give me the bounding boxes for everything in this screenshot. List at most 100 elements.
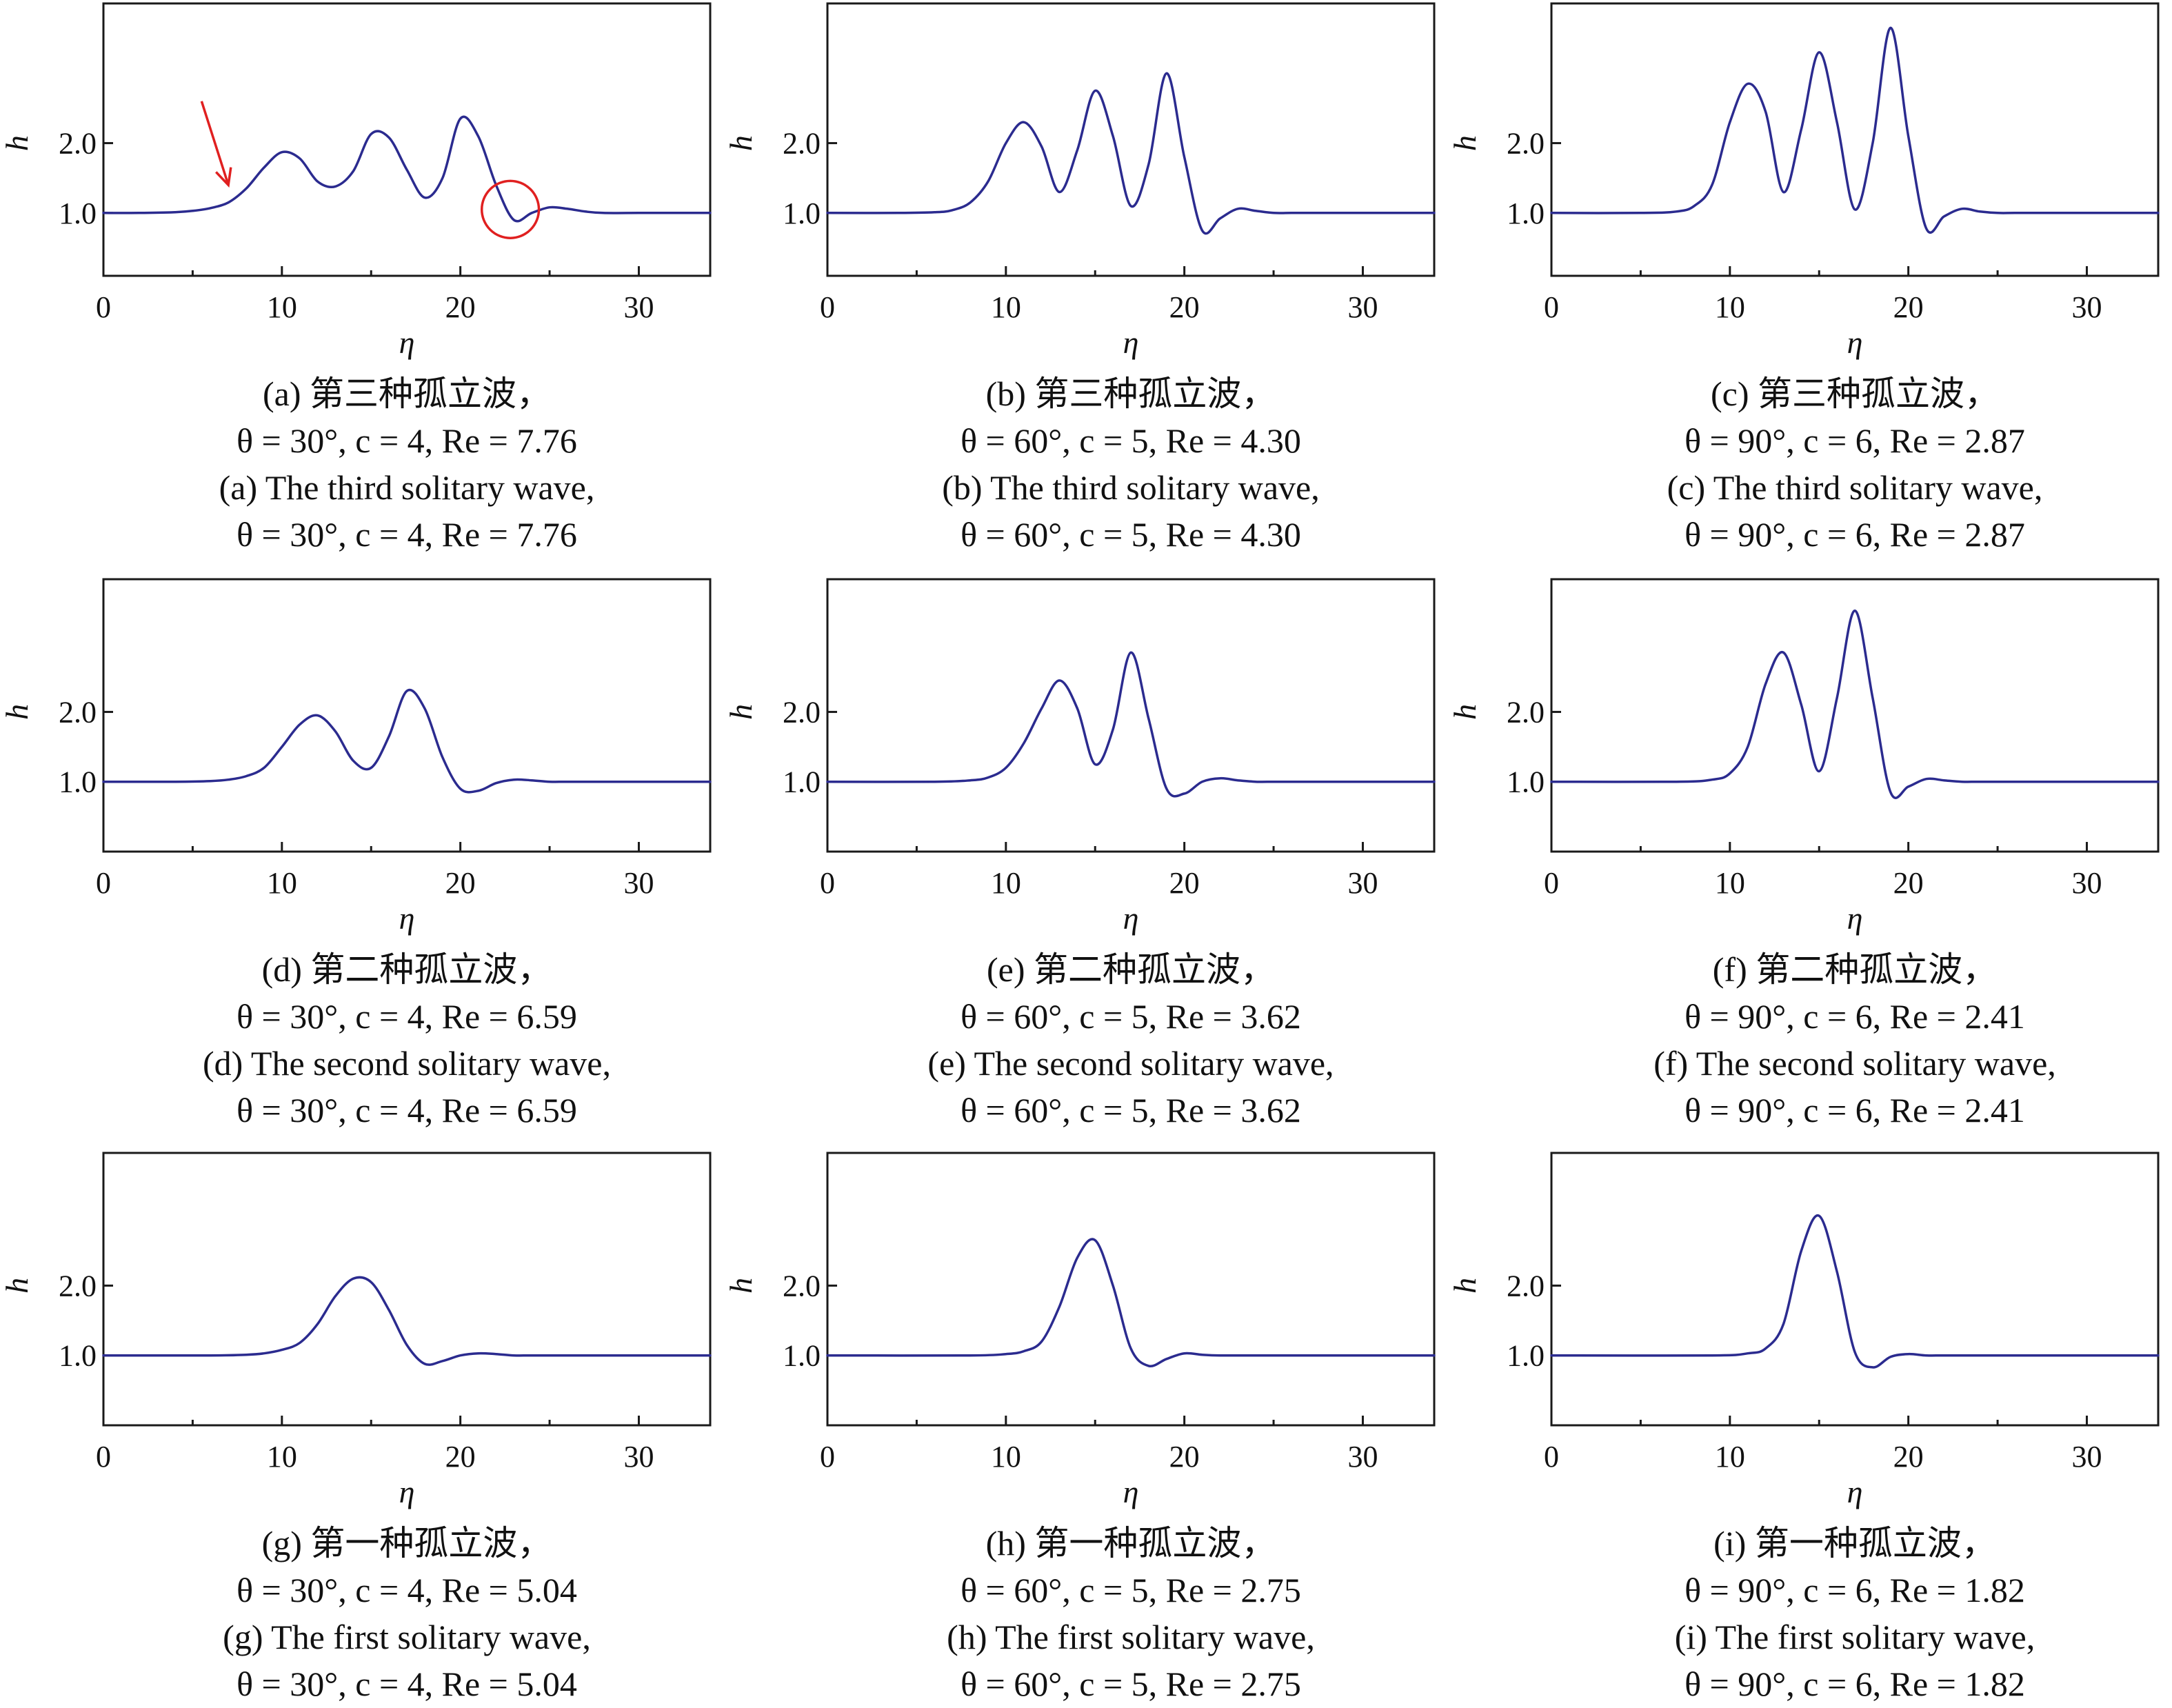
series-line-0 xyxy=(102,1276,712,1366)
x-tick-label: 10 xyxy=(991,866,1021,900)
caption-line-3: (c) The third solitary wave, xyxy=(1667,468,2043,507)
caption-line-2: θ = 90°, c = 6, Re = 2.87 xyxy=(1685,421,2025,460)
caption-line-3: (i) The first solitary wave, xyxy=(1675,1618,2035,1656)
plot-frame xyxy=(102,2,712,277)
x-tick-label: 20 xyxy=(445,1440,476,1474)
caption-line-2: θ = 90°, c = 6, Re = 2.41 xyxy=(1685,997,2025,1036)
series-line-0 xyxy=(1550,609,2160,799)
panel-d: 0 10 20 30 1.0 2.0 h η (d) 第二种孤立波， θ = 30°, c = 4… xyxy=(0,578,712,1129)
x-axis-label: η xyxy=(399,901,415,936)
x-tick-label: 30 xyxy=(623,866,654,900)
x-tick-label: 0 xyxy=(1544,1440,1559,1474)
y-axis-label: h xyxy=(0,704,34,720)
caption-line-1: (g) 第一种孤立波， xyxy=(262,1524,552,1563)
y-tick-label: 1.0 xyxy=(59,765,97,799)
y-tick-label: 1.0 xyxy=(783,765,821,799)
x-tick-label: 10 xyxy=(267,1440,297,1474)
caption-line-2: θ = 60°, c = 5, Re = 3.62 xyxy=(961,997,1301,1036)
panel-e: 0 10 20 30 1.0 2.0 h η (e) 第二种孤立波， θ = 60°, c = 5… xyxy=(723,578,1436,1129)
panel-b: 0 10 20 30 1.0 2.0 h η (b) 第三种孤立波， θ = 60°, c = 5… xyxy=(723,2,1436,554)
plot-frame xyxy=(1550,2,2160,277)
x-tick-label: 10 xyxy=(1715,866,1745,900)
caption-line-4: θ = 90°, c = 6, Re = 2.41 xyxy=(1685,1091,2025,1129)
annotation-arrow-head xyxy=(215,167,232,188)
caption-line-4: θ = 60°, c = 5, Re = 2.75 xyxy=(961,1665,1301,1703)
x-tick-label: 10 xyxy=(1715,1440,1745,1474)
caption-line-4: θ = 30°, c = 4, Re = 6.59 xyxy=(237,1091,577,1129)
x-tick-label: 20 xyxy=(1169,1440,1200,1474)
x-axis-label: η xyxy=(1123,901,1139,936)
caption-line-1: (a) 第三种孤立波， xyxy=(263,374,551,413)
y-tick-label: 2.0 xyxy=(59,1269,97,1303)
plot-frame xyxy=(102,578,712,853)
y-axis-label: h xyxy=(1447,1278,1482,1294)
y-tick-label: 2.0 xyxy=(783,127,821,161)
x-tick-label: 30 xyxy=(623,1440,654,1474)
caption-line-3: (g) The first solitary wave, xyxy=(223,1618,591,1656)
x-tick-label: 0 xyxy=(96,1440,111,1474)
caption-line-2: θ = 30°, c = 4, Re = 5.04 xyxy=(237,1571,577,1609)
panel-h: 0 10 20 30 1.0 2.0 h η (h) 第一种孤立波， θ = 60°, c = 5… xyxy=(723,1152,1436,1703)
caption-line-1: (e) 第二种孤立波， xyxy=(987,950,1275,989)
y-tick-label: 1.0 xyxy=(783,1339,821,1373)
caption-line-3: (d) The second solitary wave, xyxy=(203,1044,611,1083)
x-tick-label: 30 xyxy=(2071,1440,2102,1474)
caption-line-3: (a) The third solitary wave, xyxy=(219,468,595,507)
caption-line-4: θ = 90°, c = 6, Re = 2.87 xyxy=(1685,515,2025,554)
x-tick-label: 20 xyxy=(445,290,476,324)
caption-line-1: (f) 第二种孤立波， xyxy=(1713,950,1997,989)
annotation-arrow xyxy=(200,101,230,185)
x-tick-label: 10 xyxy=(267,866,297,900)
x-tick-label: 0 xyxy=(96,290,111,324)
panel-a: 0 10 20 30 1.0 2.0 h η (a) 第三种孤立波， θ = 30°, c = 4… xyxy=(0,2,712,554)
caption-line-2: θ = 60°, c = 5, Re = 4.30 xyxy=(961,421,1301,460)
series-line-0 xyxy=(1550,1214,2160,1369)
y-tick-label: 2.0 xyxy=(1507,695,1545,729)
x-axis-label: η xyxy=(1123,1474,1139,1509)
x-tick-label: 10 xyxy=(267,290,297,324)
y-axis-label: h xyxy=(0,135,34,151)
series-line-0 xyxy=(826,1238,1436,1368)
series-line-0 xyxy=(1550,26,2160,234)
annotation-circle xyxy=(480,179,541,239)
caption-line-4: θ = 90°, c = 6, Re = 1.82 xyxy=(1685,1665,2025,1703)
caption-line-1: (c) 第三种孤立波， xyxy=(1711,374,1999,413)
plot-frame xyxy=(826,2,1436,277)
caption-line-2: θ = 90°, c = 6, Re = 1.82 xyxy=(1685,1571,2025,1609)
x-axis-label: η xyxy=(399,325,415,360)
caption-line-2: θ = 30°, c = 4, Re = 6.59 xyxy=(237,997,577,1036)
y-tick-label: 1.0 xyxy=(1507,1339,1545,1373)
x-tick-label: 20 xyxy=(445,866,476,900)
x-axis-label: η xyxy=(1847,901,1863,936)
caption-line-2: θ = 30°, c = 4, Re = 7.76 xyxy=(237,421,577,460)
x-tick-label: 20 xyxy=(1893,1440,1924,1474)
x-tick-label: 30 xyxy=(1347,866,1378,900)
x-tick-label: 10 xyxy=(991,1440,1021,1474)
y-tick-label: 1.0 xyxy=(783,197,821,230)
caption-line-3: (b) The third solitary wave, xyxy=(942,468,1320,507)
x-tick-label: 30 xyxy=(2071,290,2102,324)
x-tick-label: 0 xyxy=(96,866,111,900)
x-tick-label: 0 xyxy=(1544,866,1559,900)
plot-frame xyxy=(826,578,1436,853)
y-tick-label: 1.0 xyxy=(59,1339,97,1373)
x-axis-label: η xyxy=(1123,325,1139,360)
x-tick-label: 30 xyxy=(623,290,654,324)
plot-frame xyxy=(1550,1152,2160,1427)
y-tick-label: 2.0 xyxy=(1507,127,1545,161)
x-tick-label: 30 xyxy=(1347,290,1378,324)
x-tick-label: 20 xyxy=(1169,290,1200,324)
caption-line-3: (h) The first solitary wave, xyxy=(947,1618,1315,1656)
series-line-0 xyxy=(102,115,712,223)
panel-f: 0 10 20 30 1.0 2.0 h η (f) 第二种孤立波， θ = 90°, c = 6… xyxy=(1447,578,2160,1129)
caption-line-4: θ = 30°, c = 4, Re = 5.04 xyxy=(237,1665,577,1703)
x-tick-label: 30 xyxy=(2071,866,2102,900)
y-tick-label: 2.0 xyxy=(59,127,97,161)
x-tick-label: 0 xyxy=(820,1440,835,1474)
plot-frame xyxy=(1550,578,2160,853)
caption-line-1: (d) 第二种孤立波， xyxy=(262,950,552,989)
y-axis-label: h xyxy=(723,704,758,720)
y-axis-label: h xyxy=(0,1278,34,1294)
caption-line-1: (b) 第三种孤立波， xyxy=(986,374,1276,413)
series-line-0 xyxy=(826,72,1436,235)
